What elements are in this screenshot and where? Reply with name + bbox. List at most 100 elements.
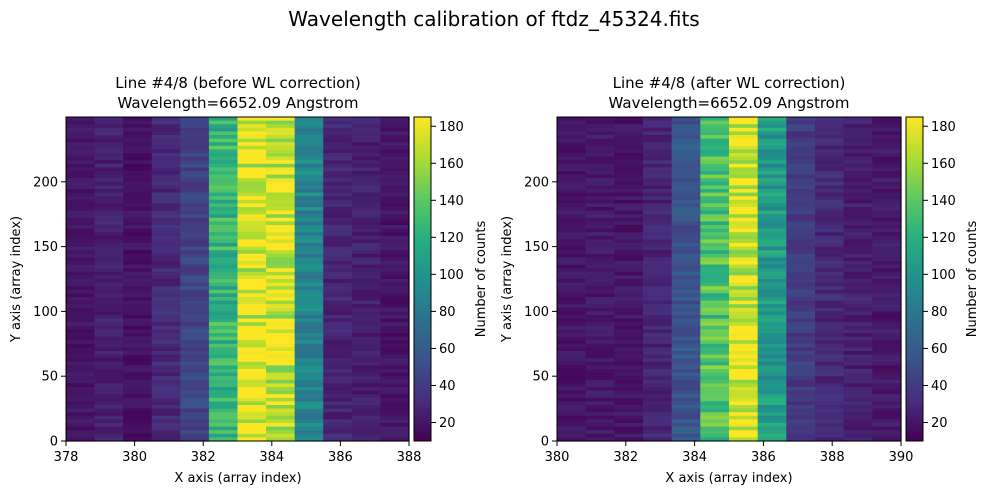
heatmap-cell bbox=[585, 160, 615, 165]
heatmap-cell bbox=[94, 430, 124, 435]
heatmap-cell bbox=[151, 210, 181, 215]
heatmap-cell bbox=[815, 430, 845, 435]
heatmap-cell bbox=[151, 372, 181, 377]
heatmap-cell bbox=[643, 336, 673, 341]
heatmap-cell bbox=[94, 189, 124, 194]
heatmap-cell bbox=[123, 351, 153, 356]
heatmap-cell bbox=[180, 340, 210, 345]
heatmap-cell bbox=[208, 333, 239, 338]
heatmap-cell bbox=[94, 203, 124, 208]
heatmap-cell bbox=[380, 163, 410, 168]
heatmap-cell bbox=[643, 257, 673, 262]
heatmap-cell bbox=[843, 351, 873, 356]
heatmap-cell bbox=[757, 163, 787, 168]
heatmap-cell bbox=[66, 145, 96, 150]
heatmap-cell bbox=[815, 214, 845, 219]
heatmap-cell bbox=[700, 210, 730, 215]
heatmap-cell bbox=[585, 127, 615, 132]
heatmap-cell bbox=[380, 365, 410, 370]
heatmap-cell bbox=[815, 271, 845, 276]
panel-title-line2: Wavelength=6652.09 Angstrom bbox=[118, 94, 359, 112]
heatmap-cell bbox=[351, 394, 382, 399]
heatmap-cell bbox=[671, 361, 701, 366]
heatmap-cell bbox=[351, 401, 382, 406]
heatmap-cell bbox=[729, 192, 759, 197]
heatmap-cell bbox=[323, 228, 353, 233]
heatmap-cell bbox=[729, 138, 759, 143]
heatmap-cell bbox=[123, 185, 153, 190]
heatmap-cell bbox=[729, 351, 759, 356]
heatmap-cell bbox=[266, 304, 296, 309]
heatmap-cell bbox=[557, 426, 587, 431]
heatmap-cell bbox=[557, 207, 587, 212]
heatmap-cell bbox=[872, 426, 902, 431]
heatmap-cell bbox=[700, 394, 730, 399]
heatmap-cell bbox=[351, 117, 382, 122]
heatmap-cell bbox=[237, 315, 267, 320]
heatmap-cell bbox=[643, 390, 673, 395]
heatmap-cell bbox=[323, 300, 353, 305]
heatmap-cell bbox=[151, 181, 181, 186]
heatmap-cell bbox=[123, 369, 153, 374]
heatmap-cell bbox=[843, 261, 873, 266]
heatmap-cell bbox=[843, 297, 873, 302]
heatmap-cell bbox=[614, 325, 644, 330]
heatmap-cell bbox=[614, 311, 644, 316]
heatmap-cell bbox=[585, 379, 615, 384]
heatmap-cell bbox=[94, 307, 124, 312]
heatmap-cell bbox=[323, 315, 353, 320]
heatmap-cell bbox=[843, 156, 873, 161]
heatmap-cell bbox=[729, 127, 759, 132]
heatmap-cell bbox=[66, 210, 96, 215]
heatmap-cell bbox=[123, 297, 153, 302]
heatmap-cell bbox=[237, 354, 267, 359]
heatmap-cell bbox=[380, 379, 410, 384]
heatmap-cell bbox=[872, 383, 902, 388]
heatmap-cell bbox=[294, 336, 324, 341]
heatmap-cell bbox=[180, 135, 210, 140]
heatmap-cell bbox=[66, 433, 96, 438]
heatmap-cell bbox=[786, 376, 816, 381]
heatmap-cell bbox=[123, 415, 153, 420]
heatmap-cell bbox=[323, 253, 353, 258]
heatmap-cell bbox=[266, 383, 296, 388]
heatmap-cell bbox=[94, 153, 124, 158]
heatmap-cell bbox=[815, 426, 845, 431]
heatmap-cell bbox=[294, 142, 324, 147]
heatmap-cell bbox=[757, 192, 787, 197]
heatmap-cell bbox=[843, 401, 873, 406]
heatmap-cell bbox=[585, 358, 615, 363]
heatmap-cell bbox=[872, 358, 902, 363]
heatmap-cell bbox=[266, 365, 296, 370]
heatmap-cell bbox=[671, 268, 701, 273]
heatmap-cell bbox=[700, 163, 730, 168]
heatmap-cell bbox=[815, 221, 845, 226]
heatmap-cell bbox=[614, 153, 644, 158]
heatmap-cell bbox=[237, 423, 267, 428]
heatmap-cell bbox=[323, 376, 353, 381]
heatmap-cell bbox=[671, 340, 701, 345]
heatmap-cell bbox=[380, 354, 410, 359]
heatmap-cell bbox=[237, 297, 267, 302]
heatmap-cell bbox=[557, 124, 587, 129]
heatmap-cell bbox=[208, 437, 239, 442]
heatmap-cell bbox=[557, 354, 587, 359]
heatmap-cell bbox=[351, 351, 382, 356]
heatmap-cell bbox=[323, 369, 353, 374]
heatmap-cell bbox=[671, 286, 701, 291]
heatmap-cell bbox=[151, 343, 181, 348]
heatmap-cell bbox=[643, 135, 673, 140]
heatmap-cell bbox=[380, 289, 410, 294]
heatmap-cell bbox=[266, 426, 296, 431]
heatmap-cell bbox=[585, 120, 615, 125]
heatmap-cell bbox=[757, 304, 787, 309]
heatmap-cell bbox=[757, 307, 787, 312]
heatmap-cell bbox=[729, 286, 759, 291]
heatmap-cell bbox=[180, 315, 210, 320]
heatmap-cell bbox=[351, 304, 382, 309]
heatmap-cell bbox=[208, 340, 239, 345]
heatmap-cell bbox=[614, 117, 644, 122]
heatmap-cell bbox=[643, 343, 673, 348]
heatmap-cell bbox=[180, 145, 210, 150]
heatmap-cell bbox=[123, 394, 153, 399]
